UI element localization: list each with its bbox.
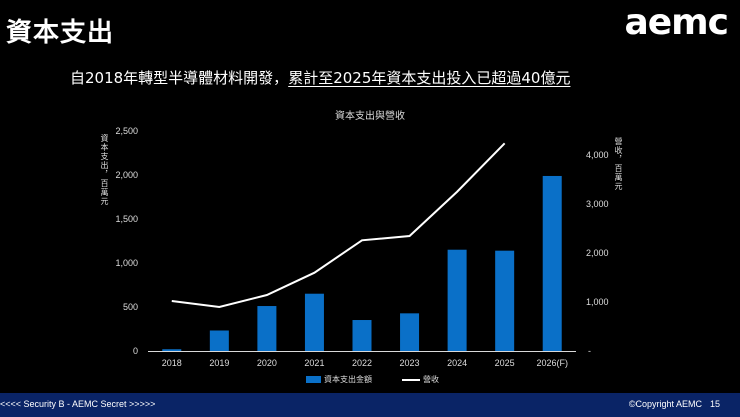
bar-2021 [304, 293, 324, 351]
bar-2020 [257, 306, 277, 351]
subtitle-part2: 累計至2025年資本支出投入已超過40億元 [288, 69, 571, 87]
bar-2024 [447, 249, 467, 351]
chart-title: 資本支出與營收 [335, 111, 405, 122]
footer-bar: <<<< Security B - AEMC Secret >>>>> ©Cop… [0, 393, 740, 417]
right-tick: 1,000 [586, 297, 609, 307]
right-tick: 4,000 [586, 150, 609, 160]
legend-item-revenue: 營收 [402, 374, 439, 385]
left-tick: 1,500 [115, 214, 138, 224]
slide-title: 資本支出 [6, 18, 115, 48]
footer-right: ©Copyright AEMC 15 [629, 399, 720, 409]
slide-subtitle: 自2018年轉型半導體材料開發，累計至2025年資本支出投入已超過40億元 [70, 67, 570, 88]
subtitle-part1: 自2018年轉型半導體材料開發， [70, 69, 289, 87]
security-label: <<<< Security B - AEMC Secret >>>>> [0, 399, 156, 409]
x-tick: 2021 [304, 358, 325, 368]
bar-2026(F) [542, 175, 562, 351]
bar-series [162, 175, 562, 351]
aemc-logo: aemc [624, 2, 729, 43]
chart-legend: 資本支出金額 營收 [306, 374, 439, 385]
x-tick: 2018 [161, 358, 182, 368]
left-tick: 2,000 [115, 170, 138, 180]
bar-2018 [162, 349, 182, 351]
x-tick: 2020 [256, 358, 277, 368]
line-swatch-icon [402, 378, 420, 381]
right-tick: - [588, 346, 591, 356]
x-tick: 2023 [399, 358, 420, 368]
bar-2019 [209, 330, 229, 351]
x-tick: 2022 [351, 358, 373, 368]
x-tick: 2019 [209, 358, 230, 368]
left-tick: 2,500 [115, 126, 138, 136]
left-tick: 500 [122, 302, 138, 312]
left-tick: 1,000 [115, 258, 138, 268]
left-axis-label: 資本支出，百萬元 [100, 134, 109, 206]
right-tick: 2,000 [586, 248, 609, 258]
x-tick: 2024 [447, 358, 468, 368]
x-tick: 2026(F) [536, 358, 568, 368]
left-tick: 0 [132, 346, 138, 356]
bar-2025 [495, 250, 515, 351]
legend-label-capex: 資本支出金額 [324, 375, 372, 384]
page-number: 15 [709, 399, 720, 409]
x-tick: 2025 [494, 358, 515, 368]
bar-swatch-icon [306, 376, 321, 383]
legend-label-revenue: 營收 [423, 375, 439, 384]
revenue-line [171, 142, 506, 309]
bar-2023 [400, 313, 420, 351]
bar-2022 [352, 320, 372, 351]
legend-item-capex: 資本支出金額 [306, 374, 372, 385]
right-axis-label: 營收，百萬元 [614, 137, 623, 191]
right-tick: 3,000 [586, 199, 609, 209]
copyright-text: ©Copyright AEMC [628, 399, 702, 409]
